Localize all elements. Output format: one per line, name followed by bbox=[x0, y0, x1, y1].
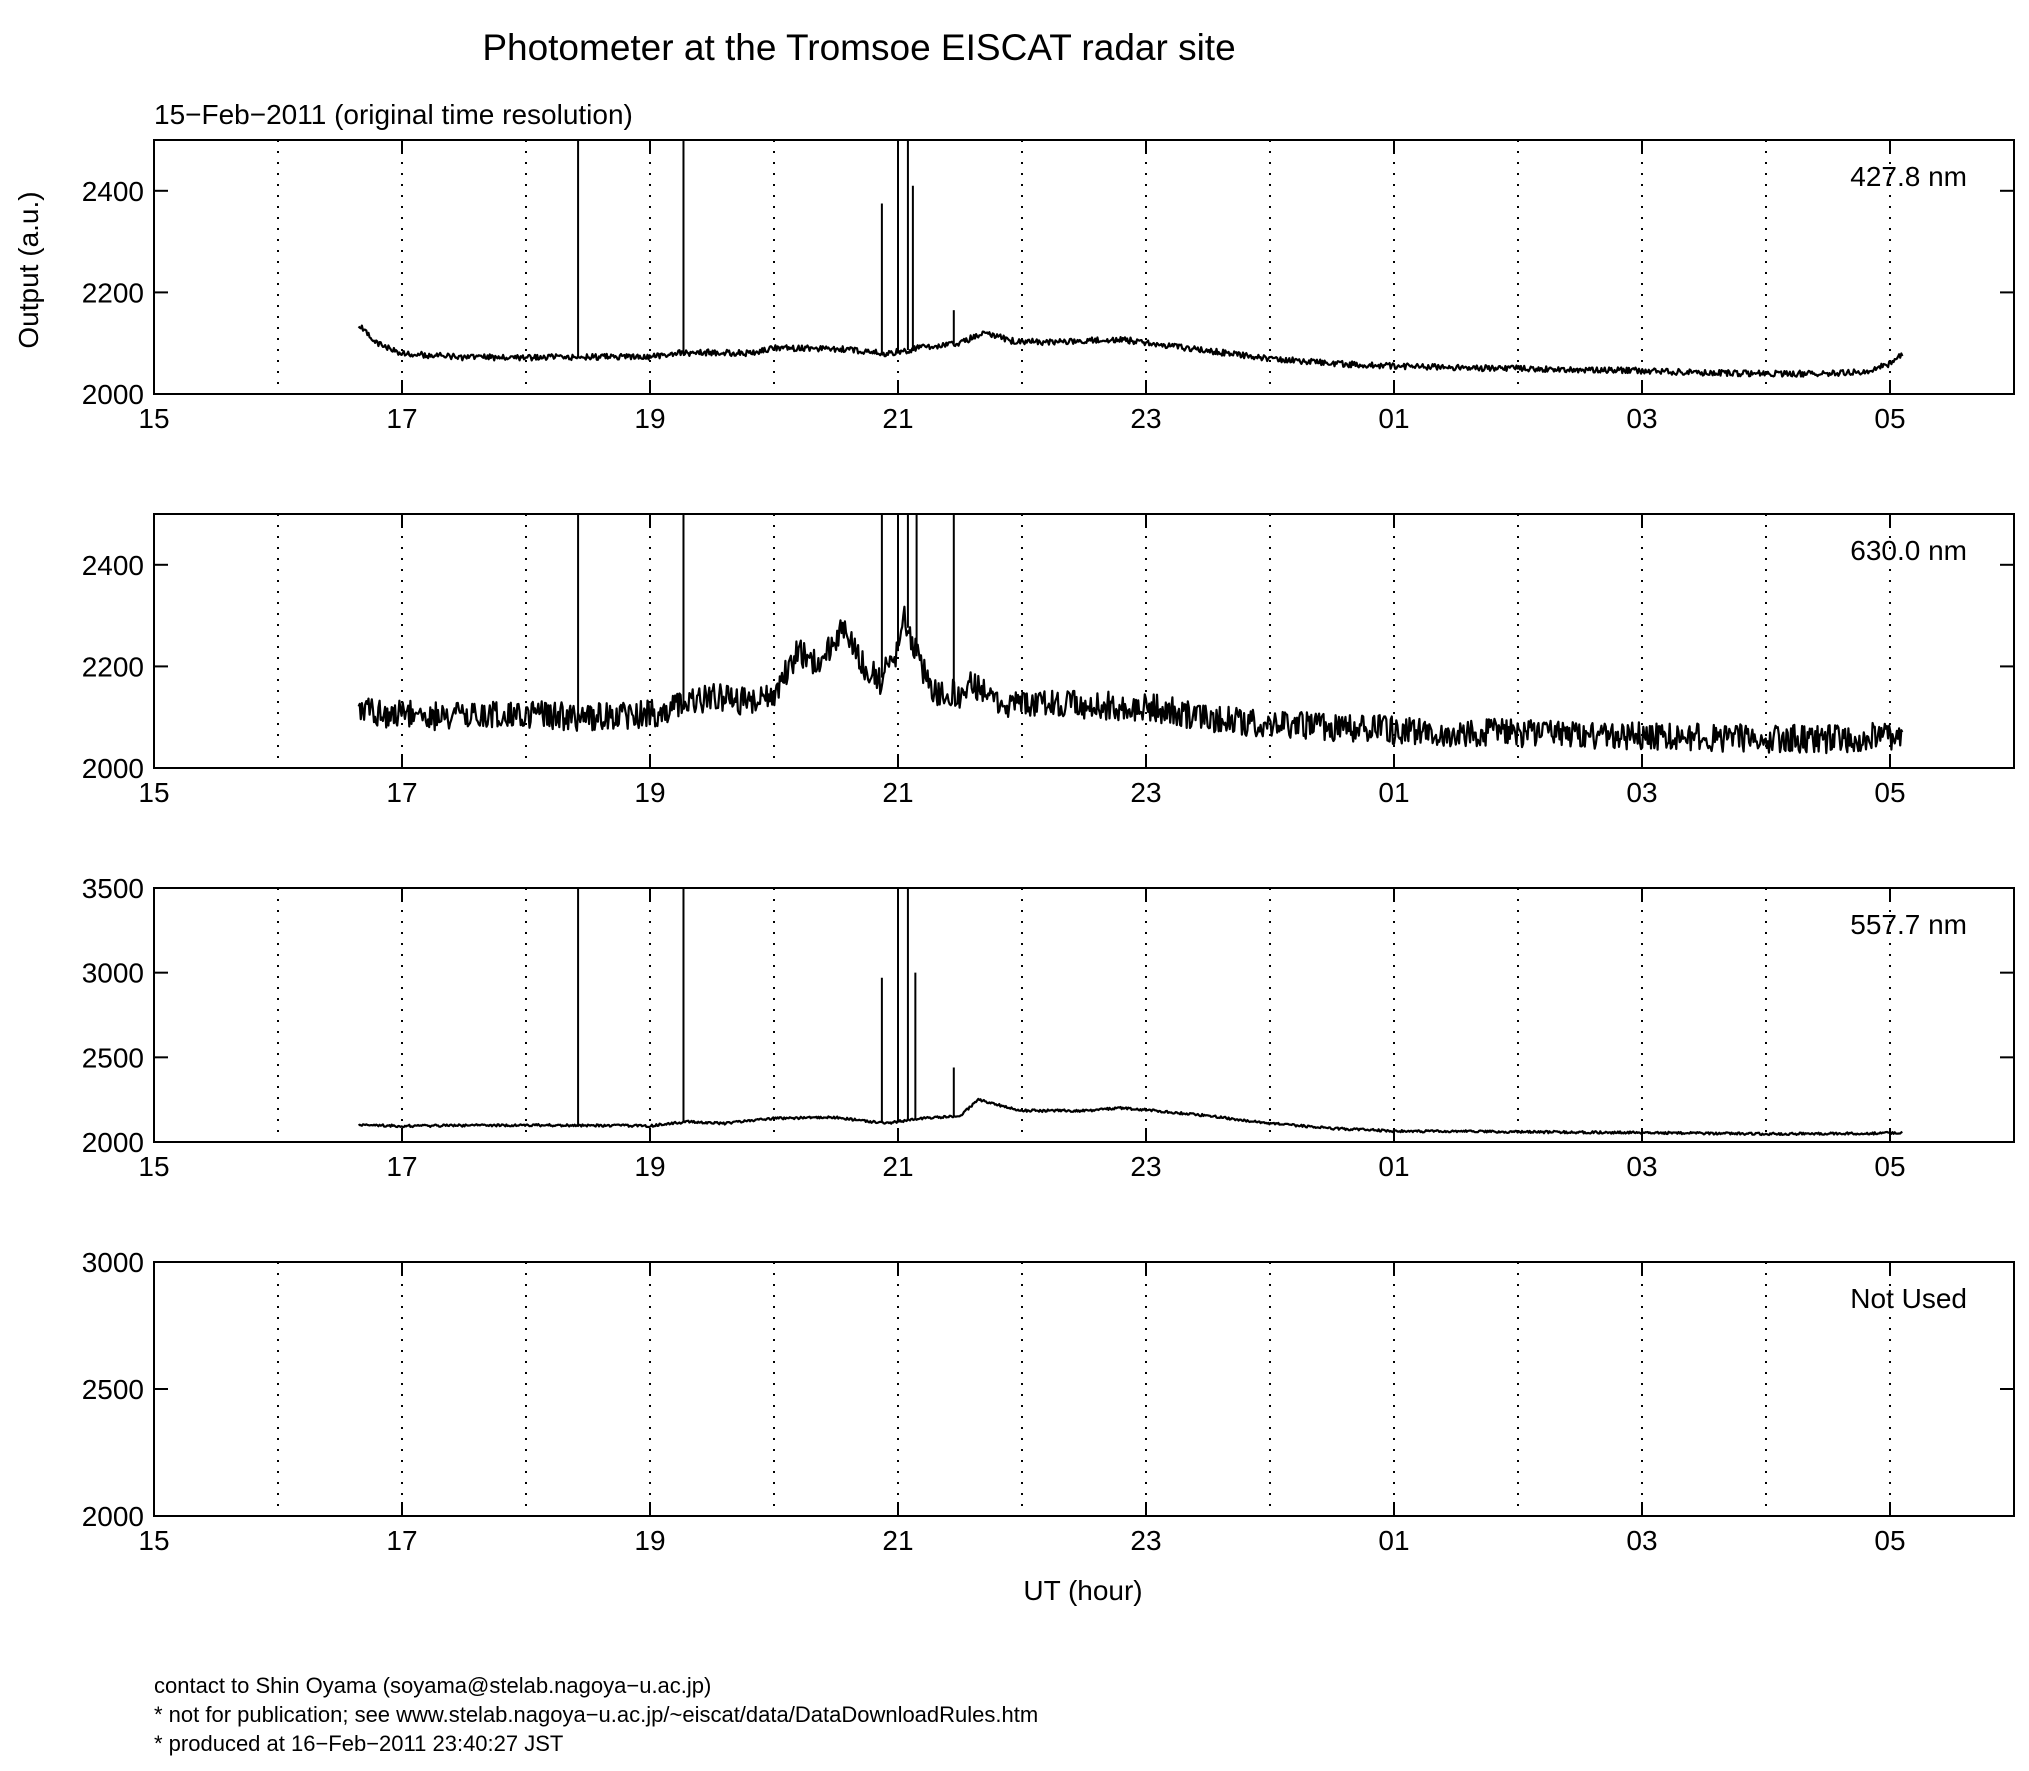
x-tick-label: 23 bbox=[1130, 777, 1161, 808]
y-tick-label: 2500 bbox=[82, 1042, 144, 1073]
y-tick-label: 2400 bbox=[82, 550, 144, 581]
x-tick-label: 15 bbox=[138, 1525, 169, 1556]
x-tick-label: 01 bbox=[1378, 403, 1409, 434]
x-tick-label: 19 bbox=[634, 403, 665, 434]
panel-3: 2000 2500 3000 3500 15 17 19 21 23 01 03 05 557.7 nm bbox=[82, 873, 2015, 1182]
x-tick-label: 05 bbox=[1874, 1525, 1905, 1556]
x-tick-label: 05 bbox=[1874, 777, 1905, 808]
chart-title: Photometer at the Tromsoe EISCAT radar s… bbox=[482, 27, 1235, 68]
axes-frame bbox=[153, 139, 2015, 395]
series-label: 427.8 nm bbox=[1850, 161, 1967, 192]
x-tick-label: 01 bbox=[1378, 1525, 1409, 1556]
y-tick-label: 2200 bbox=[82, 651, 144, 682]
x-tick-label: 03 bbox=[1626, 403, 1657, 434]
x-tick-label: 03 bbox=[1626, 1525, 1657, 1556]
x-tick-label: 23 bbox=[1130, 1151, 1161, 1182]
x-tick-label: 19 bbox=[634, 1525, 665, 1556]
footer-note: * not for publication; see www.stelab.na… bbox=[154, 1702, 1039, 1727]
axes-frame bbox=[153, 1261, 2015, 1517]
y-tick-label: 2500 bbox=[82, 1374, 144, 1405]
x-tick-label: 05 bbox=[1874, 403, 1905, 434]
footer: contact to Shin Oyama (soyama@stelab.nag… bbox=[154, 1671, 1038, 1758]
x-tick-label: 17 bbox=[386, 1525, 417, 1556]
y-tick-label: 2000 bbox=[82, 379, 144, 410]
x-axis-label: UT (hour) bbox=[1023, 1575, 1142, 1606]
x-tick-label: 15 bbox=[138, 777, 169, 808]
series-line bbox=[358, 1097, 1903, 1137]
y-tick-label: 2400 bbox=[82, 176, 144, 207]
y-tick-label: 3000 bbox=[82, 958, 144, 989]
x-tick-label: 01 bbox=[1378, 777, 1409, 808]
y-tick-label: 3000 bbox=[82, 1247, 144, 1278]
y-tick-label: 2000 bbox=[82, 1127, 144, 1158]
x-tick-label: 15 bbox=[138, 1151, 169, 1182]
y-tick-label: 2200 bbox=[82, 277, 144, 308]
x-tick-label: 23 bbox=[1130, 1525, 1161, 1556]
series-label: 557.7 nm bbox=[1850, 909, 1967, 940]
axes-frame bbox=[153, 887, 2015, 1143]
x-tick-label: 21 bbox=[882, 1151, 913, 1182]
x-tick-label: 21 bbox=[882, 403, 913, 434]
x-tick-label: 17 bbox=[386, 1151, 417, 1182]
panel-2: 2000 2200 2400 15 17 19 21 23 01 03 05 630.0 nm bbox=[82, 513, 2015, 808]
x-tick-label: 17 bbox=[386, 403, 417, 434]
panel-1: 2000 2200 2400 15 17 19 21 23 01 03 05 427.8 nm bbox=[82, 139, 2015, 434]
y-tick-label: 3500 bbox=[82, 873, 144, 904]
series-line bbox=[357, 324, 1904, 378]
x-tick-label: 21 bbox=[882, 1525, 913, 1556]
footer-contact: contact to Shin Oyama (soyama@stelab.nag… bbox=[154, 1673, 712, 1698]
x-tick-label: 05 bbox=[1874, 1151, 1905, 1182]
y-tick-label: 2000 bbox=[82, 1501, 144, 1532]
x-tick-label: 21 bbox=[882, 777, 913, 808]
y-tick-label: 2000 bbox=[82, 753, 144, 784]
panel-4: 2000 2500 3000 15 17 19 21 23 01 03 05 Not Used bbox=[82, 1247, 2015, 1556]
x-tick-label: 19 bbox=[634, 777, 665, 808]
footer-produced: * produced at 16−Feb−2011 23:40:27 JST bbox=[154, 1731, 564, 1756]
x-tick-label: 17 bbox=[386, 777, 417, 808]
x-tick-label: 03 bbox=[1626, 777, 1657, 808]
series-line bbox=[357, 605, 1904, 755]
chart-subtitle: 15−Feb−2011 (original time resolution) bbox=[154, 99, 633, 130]
series-label: Not Used bbox=[1850, 1283, 1967, 1314]
series-label: 630.0 nm bbox=[1850, 535, 1967, 566]
x-tick-label: 15 bbox=[138, 403, 169, 434]
x-tick-label: 19 bbox=[634, 1151, 665, 1182]
x-tick-label: 03 bbox=[1626, 1151, 1657, 1182]
x-tick-label: 23 bbox=[1130, 403, 1161, 434]
axes-frame bbox=[153, 513, 2015, 769]
y-axis-label: Output (a.u.) bbox=[13, 191, 44, 348]
x-tick-label: 01 bbox=[1378, 1151, 1409, 1182]
